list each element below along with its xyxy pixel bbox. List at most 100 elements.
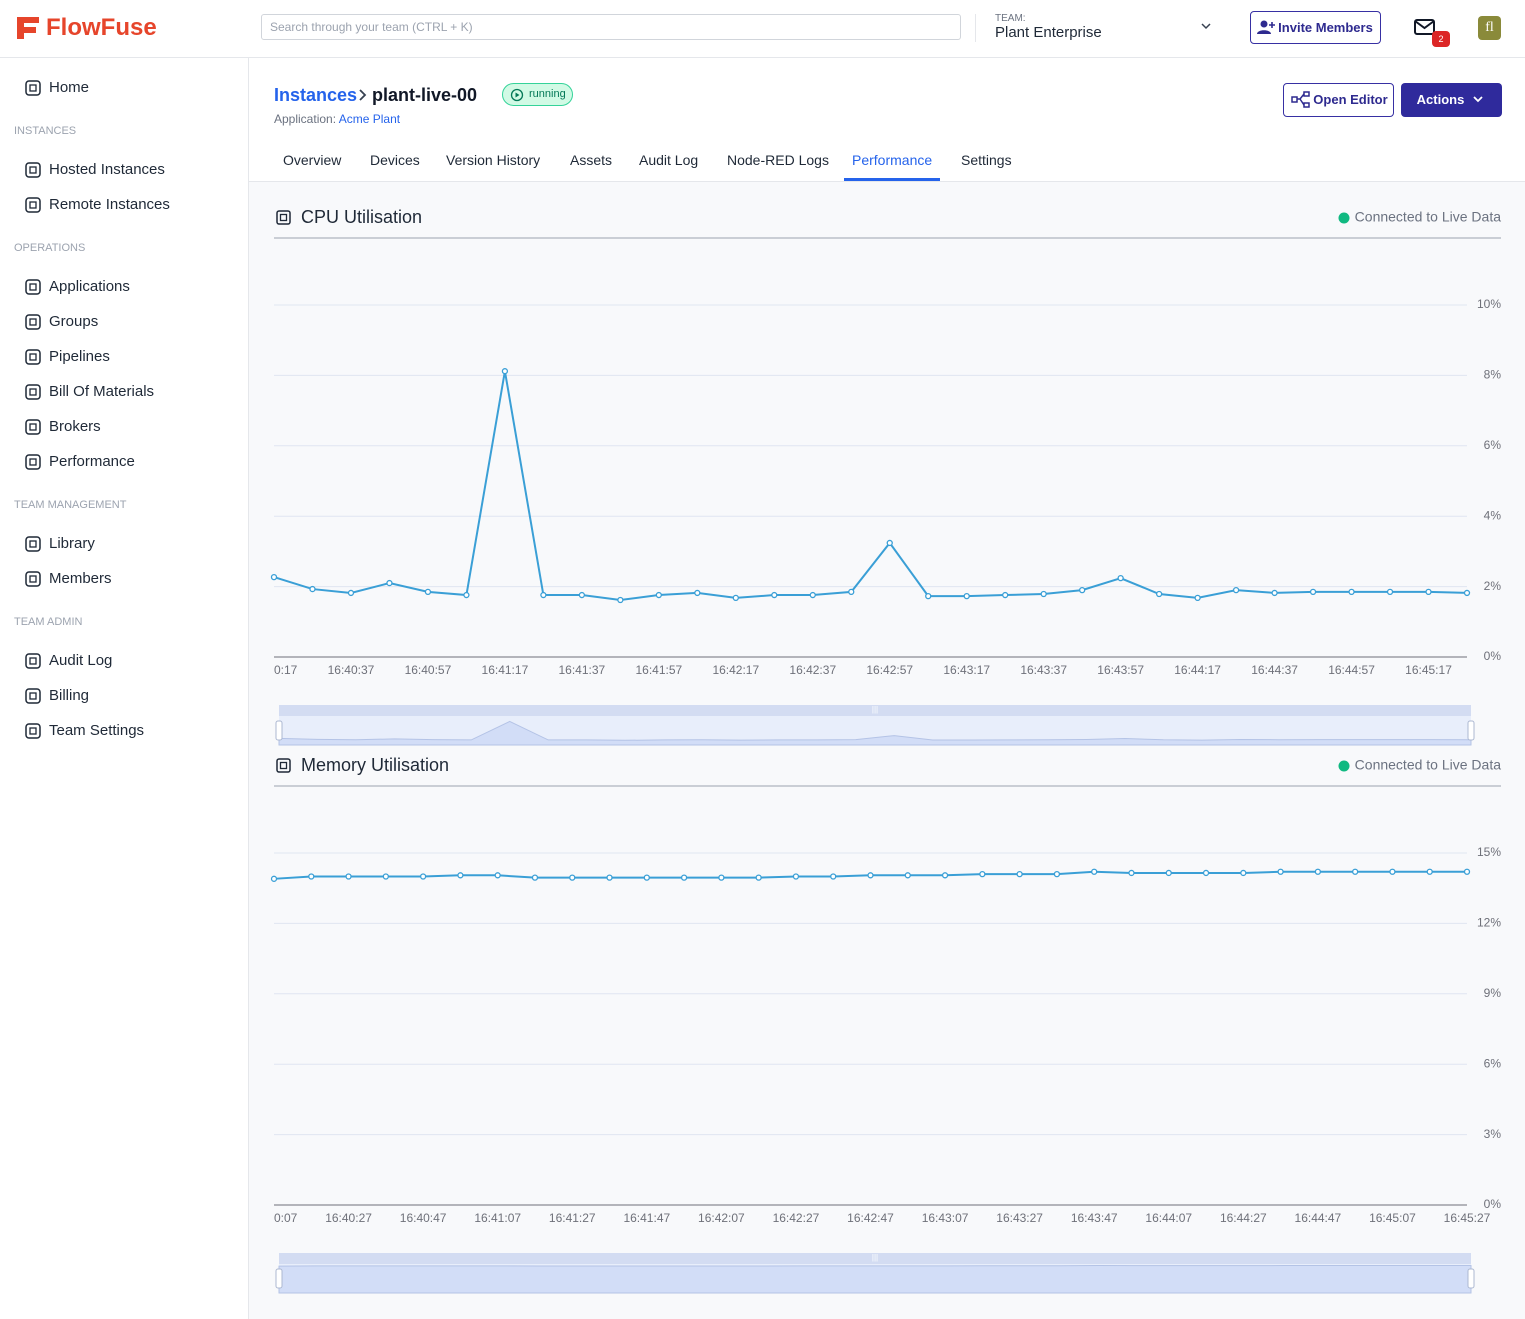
- x-tick-label: 16:41:17: [482, 663, 529, 677]
- data-point: [579, 593, 584, 598]
- zoom-preview: [279, 1266, 1471, 1293]
- data-point: [980, 872, 985, 877]
- data-point: [310, 587, 315, 592]
- x-tick-label: 16:43:07: [922, 1211, 969, 1225]
- data-point: [1311, 589, 1316, 594]
- data-point: [868, 873, 873, 878]
- y-tick-label: 2%: [1484, 579, 1502, 593]
- zoom-handle[interactable]: [1468, 1269, 1474, 1288]
- y-tick-label: 15%: [1477, 845, 1501, 859]
- data-point: [1426, 589, 1431, 594]
- data-point: [348, 590, 353, 595]
- data-point: [1017, 872, 1022, 877]
- y-tick-label: 0%: [1484, 1197, 1502, 1211]
- x-tick-label: 16:45:27: [1444, 1211, 1491, 1225]
- x-tick-label: 16:43:37: [1020, 663, 1067, 677]
- x-tick-label: 16:42:27: [773, 1211, 820, 1225]
- data-point: [810, 593, 815, 598]
- live-status: Connected to Live Data: [1355, 757, 1502, 773]
- data-point: [272, 575, 277, 580]
- data-point: [425, 589, 430, 594]
- data-point: [383, 874, 388, 879]
- live-status: Connected to Live Data: [1355, 209, 1502, 225]
- data-point: [1204, 870, 1209, 875]
- data-point: [644, 875, 649, 880]
- zoom-handle[interactable]: [276, 721, 282, 740]
- y-tick-label: 10%: [1477, 297, 1501, 311]
- data-point: [309, 874, 314, 879]
- data-point: [346, 874, 351, 879]
- data-point: [1427, 869, 1432, 874]
- data-point: [1157, 591, 1162, 596]
- zoom-grip: |||: [872, 705, 878, 714]
- y-tick-label: 4%: [1484, 508, 1502, 522]
- chart-icon: [277, 759, 290, 772]
- data-point: [502, 369, 507, 374]
- data-point: [964, 594, 969, 599]
- y-tick-label: 9%: [1484, 986, 1502, 1000]
- x-tick-label: 16:44:47: [1295, 1211, 1342, 1225]
- data-point: [1278, 869, 1283, 874]
- zoom-handle[interactable]: [276, 1269, 282, 1288]
- data-point: [1041, 591, 1046, 596]
- data-point: [926, 594, 931, 599]
- data-point: [733, 595, 738, 600]
- x-tick-label: 16:44:17: [1174, 663, 1221, 677]
- x-tick-label: 16:40:47: [400, 1211, 447, 1225]
- y-tick-label: 3%: [1484, 1127, 1502, 1141]
- y-tick-label: 8%: [1484, 368, 1502, 382]
- data-point: [1353, 869, 1358, 874]
- x-tick-label: 16:43:57: [1097, 663, 1144, 677]
- x-labels: 16:40:0716:40:2716:40:4716:41:0716:41:27…: [251, 1211, 1491, 1225]
- x-tick-label: 16:40:17: [251, 663, 298, 677]
- data-point: [1349, 589, 1354, 594]
- x-tick-label: 16:44:07: [1145, 1211, 1192, 1225]
- x-tick-label: 16:40:37: [328, 663, 375, 677]
- data-point: [772, 593, 777, 598]
- x-tick-label: 16:43:17: [943, 663, 990, 677]
- chart-icon-outer: [277, 211, 290, 224]
- x-tick-label: 16:44:57: [1328, 663, 1375, 677]
- data-point: [421, 874, 426, 879]
- x-tick-label: 16:45:17: [1405, 663, 1452, 677]
- y-tick-label: 0%: [1484, 649, 1502, 663]
- x-tick-label: 16:41:47: [623, 1211, 670, 1225]
- data-point: [1092, 869, 1097, 874]
- chart-title: CPU Utilisation: [301, 207, 422, 227]
- data-point: [541, 593, 546, 598]
- data-point: [495, 873, 500, 878]
- data-point: [695, 590, 700, 595]
- data-point: [719, 875, 724, 880]
- data-point: [607, 875, 612, 880]
- data-point: [1315, 869, 1320, 874]
- x-tick-label: 16:43:27: [996, 1211, 1043, 1225]
- x-tick-label: 16:42:17: [712, 663, 759, 677]
- chart-title: Memory Utilisation: [301, 755, 449, 775]
- x-tick-label: 16:40:07: [251, 1211, 298, 1225]
- x-tick-label: 16:40:57: [405, 663, 452, 677]
- data-point: [682, 875, 687, 880]
- data-point: [1166, 870, 1171, 875]
- data-point: [1465, 869, 1470, 874]
- data-point: [943, 873, 948, 878]
- x-tick-label: 16:40:27: [325, 1211, 372, 1225]
- zoom-grip: |||: [872, 1253, 878, 1262]
- x-tick-label: 16:44:37: [1251, 663, 1298, 677]
- x-tick-label: 16:44:27: [1220, 1211, 1267, 1225]
- data-point: [387, 581, 392, 586]
- x-tick-label: 16:41:57: [635, 663, 682, 677]
- chart-icon: [277, 211, 290, 224]
- chart-icon-inner: [281, 763, 287, 769]
- data-point: [1272, 590, 1277, 595]
- y-tick-label: 6%: [1484, 1056, 1502, 1070]
- data-point: [656, 593, 661, 598]
- data-point: [1080, 588, 1085, 593]
- data-point: [618, 597, 623, 602]
- data-point: [905, 873, 910, 878]
- data-point: [1465, 590, 1470, 595]
- data-point: [458, 873, 463, 878]
- zoom-handle[interactable]: [1468, 721, 1474, 740]
- data-point: [793, 874, 798, 879]
